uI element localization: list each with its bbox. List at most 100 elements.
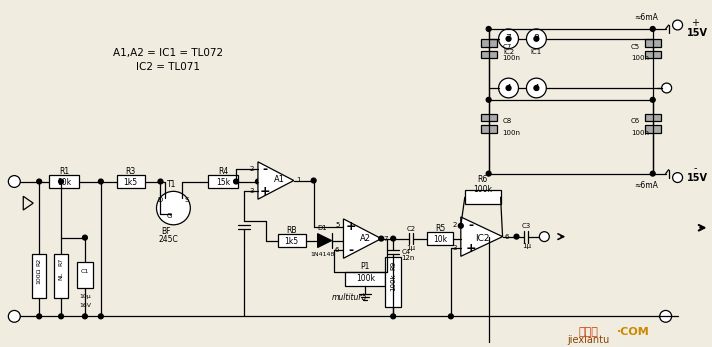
Text: R6: R6 <box>478 175 488 184</box>
Text: C6: C6 <box>631 118 640 125</box>
Circle shape <box>157 191 190 225</box>
Bar <box>465 191 501 204</box>
Text: NL: NL <box>58 272 63 280</box>
Bar <box>645 39 661 46</box>
Text: 100k: 100k <box>473 185 492 194</box>
Circle shape <box>498 29 518 49</box>
Circle shape <box>9 311 20 322</box>
Bar <box>645 113 661 121</box>
Text: 1k5: 1k5 <box>124 178 137 187</box>
Text: BF: BF <box>162 227 171 236</box>
Text: 4: 4 <box>533 84 539 93</box>
Text: 6: 6 <box>505 234 509 240</box>
Circle shape <box>650 26 655 32</box>
Text: ≈6mA: ≈6mA <box>634 181 658 190</box>
Text: +: + <box>260 185 271 198</box>
Circle shape <box>673 20 683 30</box>
Text: C3: C3 <box>522 223 531 229</box>
Bar <box>54 254 68 298</box>
Text: C4: C4 <box>401 249 410 255</box>
Circle shape <box>459 223 464 228</box>
Bar <box>49 175 79 188</box>
Circle shape <box>391 236 396 241</box>
Text: R7: R7 <box>58 258 63 266</box>
Bar <box>481 51 496 59</box>
Circle shape <box>526 29 546 49</box>
Bar <box>481 39 496 46</box>
Text: 3: 3 <box>249 188 254 194</box>
Bar <box>117 175 145 188</box>
Bar <box>278 234 305 247</box>
Text: 10k: 10k <box>57 178 71 187</box>
Circle shape <box>514 234 519 239</box>
Text: 3: 3 <box>452 245 457 252</box>
Polygon shape <box>318 234 332 247</box>
Text: C1: C1 <box>80 269 89 273</box>
Circle shape <box>37 179 42 184</box>
Circle shape <box>540 232 550 242</box>
Text: -: - <box>468 219 473 232</box>
Text: R9: R9 <box>390 261 396 270</box>
Circle shape <box>660 311 671 322</box>
Polygon shape <box>258 162 294 199</box>
Circle shape <box>234 179 239 184</box>
Circle shape <box>506 86 511 91</box>
Circle shape <box>379 236 384 241</box>
Circle shape <box>661 83 671 93</box>
Text: multitură: multitură <box>332 293 367 302</box>
Text: 5: 5 <box>335 222 340 228</box>
Text: 2: 2 <box>250 166 254 172</box>
Text: T1: T1 <box>167 180 176 189</box>
Circle shape <box>650 171 655 176</box>
Circle shape <box>58 314 63 319</box>
Bar <box>481 125 496 133</box>
Text: 100n: 100n <box>631 56 649 61</box>
Bar <box>481 113 496 121</box>
Text: 6: 6 <box>335 247 340 253</box>
Text: 100n: 100n <box>503 56 520 61</box>
Text: ≈6mA: ≈6mA <box>634 12 658 22</box>
Text: 16V: 16V <box>79 303 91 308</box>
Circle shape <box>256 179 261 184</box>
Text: +: + <box>691 18 699 28</box>
Circle shape <box>498 78 518 98</box>
Text: 100Ω: 100Ω <box>37 268 42 284</box>
Text: ·COM: ·COM <box>617 327 649 337</box>
Text: C7: C7 <box>503 44 512 50</box>
Text: C2: C2 <box>407 226 416 232</box>
Text: 100k: 100k <box>390 273 396 291</box>
Text: IC2: IC2 <box>476 234 490 243</box>
Text: R1: R1 <box>59 167 69 176</box>
Text: A2: A2 <box>360 234 371 243</box>
Text: -: - <box>262 163 268 176</box>
Circle shape <box>650 98 655 102</box>
Circle shape <box>486 98 491 102</box>
Text: IC2: IC2 <box>503 49 514 54</box>
Bar <box>77 262 93 288</box>
Bar <box>32 254 46 298</box>
Text: A1,A2 = IC1 = TL072: A1,A2 = IC1 = TL072 <box>113 48 224 58</box>
Text: R3: R3 <box>125 167 136 176</box>
Text: R4: R4 <box>218 167 229 176</box>
Text: 10k: 10k <box>433 235 447 244</box>
Text: A1: A1 <box>274 175 286 184</box>
Text: D1: D1 <box>318 225 328 231</box>
Text: IC1: IC1 <box>530 49 542 54</box>
Text: 2: 2 <box>452 222 457 228</box>
Bar <box>427 232 453 245</box>
Circle shape <box>83 314 88 319</box>
Bar <box>208 175 238 188</box>
Text: 7: 7 <box>383 236 388 242</box>
Text: S: S <box>184 197 189 203</box>
Polygon shape <box>23 196 33 210</box>
Text: R5: R5 <box>435 224 445 233</box>
Text: 4: 4 <box>506 84 511 93</box>
Text: 15k: 15k <box>216 178 230 187</box>
Text: P1: P1 <box>361 262 370 271</box>
Circle shape <box>58 179 63 184</box>
Circle shape <box>9 176 20 187</box>
Circle shape <box>534 86 539 91</box>
Polygon shape <box>461 217 503 256</box>
Bar <box>645 125 661 133</box>
Text: 8: 8 <box>533 34 539 43</box>
